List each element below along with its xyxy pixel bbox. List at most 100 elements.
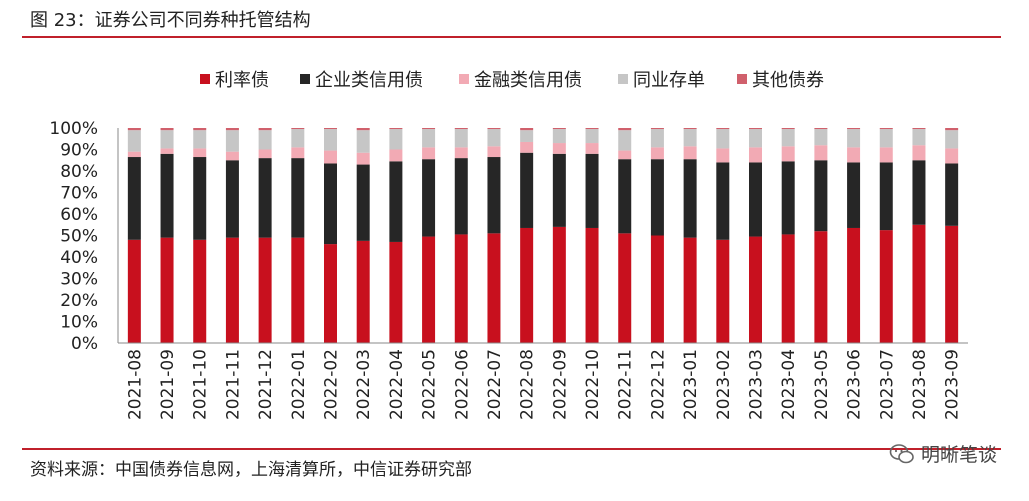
bar-segment (879, 162, 893, 231)
bar-segment (520, 227, 534, 343)
bar-segment (356, 128, 370, 131)
x-tick-label: 2022-11 (616, 349, 636, 420)
bar-segment (749, 128, 762, 130)
bar-segment (127, 128, 141, 131)
bar-segment (945, 130, 959, 149)
bar-segment (650, 159, 664, 236)
bar-segment (487, 146, 501, 158)
y-tick-label: 50% (60, 227, 98, 247)
bar-segment (193, 239, 207, 343)
legend-label: 企业类信用债 (315, 70, 423, 91)
bar-segment (847, 129, 861, 148)
bar-segment (618, 159, 632, 234)
bar-segment (781, 234, 795, 343)
legend-swatch (618, 74, 628, 84)
bar-segment (912, 145, 926, 161)
bar-segment (225, 237, 239, 343)
bar-segment (291, 158, 305, 238)
bar-segment (487, 129, 501, 147)
x-tick-label: 2021-10 (191, 349, 211, 420)
bar-segment (291, 237, 305, 343)
bar-segment (225, 160, 239, 238)
bars (127, 128, 959, 343)
bar-segment (683, 237, 697, 343)
x-tick-label: 2023-08 (910, 349, 930, 420)
bar-segment (389, 149, 403, 162)
x-tick-label: 2022-02 (322, 349, 342, 420)
bar-segment (847, 147, 861, 163)
bar-segment (749, 162, 762, 237)
legend-label: 利率债 (215, 70, 269, 91)
legend-label: 同业存单 (633, 70, 705, 91)
bar-segment (193, 148, 207, 158)
bar-segment (389, 128, 403, 130)
top-divider (22, 36, 1001, 38)
legend: 利率债 企业类信用债 金融类信用债 同业存单 其他债券 (200, 70, 824, 91)
bar-segment (879, 129, 893, 148)
bar-segment (324, 150, 337, 164)
x-tick-label: 2022-09 (550, 349, 570, 420)
bar-segment (225, 151, 239, 161)
bar-segment (618, 128, 632, 131)
bar-segment (520, 130, 534, 142)
bar-segment (879, 230, 893, 343)
legend-swatch (300, 74, 310, 84)
bar-segment (650, 128, 664, 130)
x-tick-label: 2023-04 (779, 349, 799, 420)
x-tick-label: 2023-02 (714, 349, 734, 420)
bar-segment (814, 231, 828, 343)
bar-segment (193, 130, 207, 149)
bar-segment (650, 129, 664, 148)
bar-segment (945, 148, 959, 164)
bar-segment (945, 225, 959, 343)
bar-segment (847, 162, 861, 228)
source-note: 资料来源：中国债券信息网，上海清算所，中信证券研究部 (30, 460, 472, 480)
bar-segment (324, 129, 337, 151)
bar-segment (814, 129, 828, 146)
bar-segment (422, 159, 436, 237)
x-axis: 2021-08 2021-09 2021-10 2021-11 2021-12 2022-… (118, 342, 968, 420)
bar-segment (847, 128, 861, 130)
y-tick-label: 60% (60, 205, 98, 225)
bar-segment (258, 149, 272, 159)
legend-swatch (459, 74, 469, 84)
bar-segment (618, 233, 632, 343)
y-axis: 0%10%20%30%40%50%60%70%80%90%100% (49, 119, 119, 354)
bar-segment (454, 147, 468, 159)
bar-segment (618, 150, 632, 160)
bar-segment (683, 129, 697, 147)
bar-segment (552, 153, 566, 227)
bar-segment (781, 128, 795, 130)
bar-segment (487, 128, 501, 130)
x-tick-label: 2022-12 (648, 349, 668, 420)
bar-segment (454, 158, 468, 235)
y-tick-label: 10% (60, 313, 98, 333)
bar-segment (258, 158, 272, 238)
bottom-divider (22, 448, 1001, 450)
bar-segment (749, 236, 762, 343)
bar-segment (945, 128, 959, 131)
legend-swatch (200, 74, 210, 84)
y-tick-label: 20% (60, 291, 98, 311)
bar-segment (749, 147, 762, 163)
bar-segment (520, 128, 534, 131)
bar-segment (650, 147, 664, 160)
bar-segment (912, 160, 926, 225)
bar-segment (389, 241, 403, 343)
bar-segment (258, 237, 272, 343)
bar-segment (552, 129, 566, 144)
bar-segment (814, 128, 828, 130)
x-tick-label: 2023-09 (943, 349, 963, 420)
bar-segment (912, 128, 926, 130)
bar-segment (324, 128, 337, 130)
bar-segment (749, 129, 762, 148)
x-tick-label: 2022-08 (518, 349, 538, 420)
x-tick-label: 2022-04 (387, 349, 407, 420)
bar-segment (585, 129, 599, 144)
bar-segment (520, 152, 534, 228)
bar-segment (847, 227, 861, 343)
bar-segment (454, 234, 468, 343)
bar-segment (454, 129, 468, 148)
bar-segment (389, 161, 403, 242)
